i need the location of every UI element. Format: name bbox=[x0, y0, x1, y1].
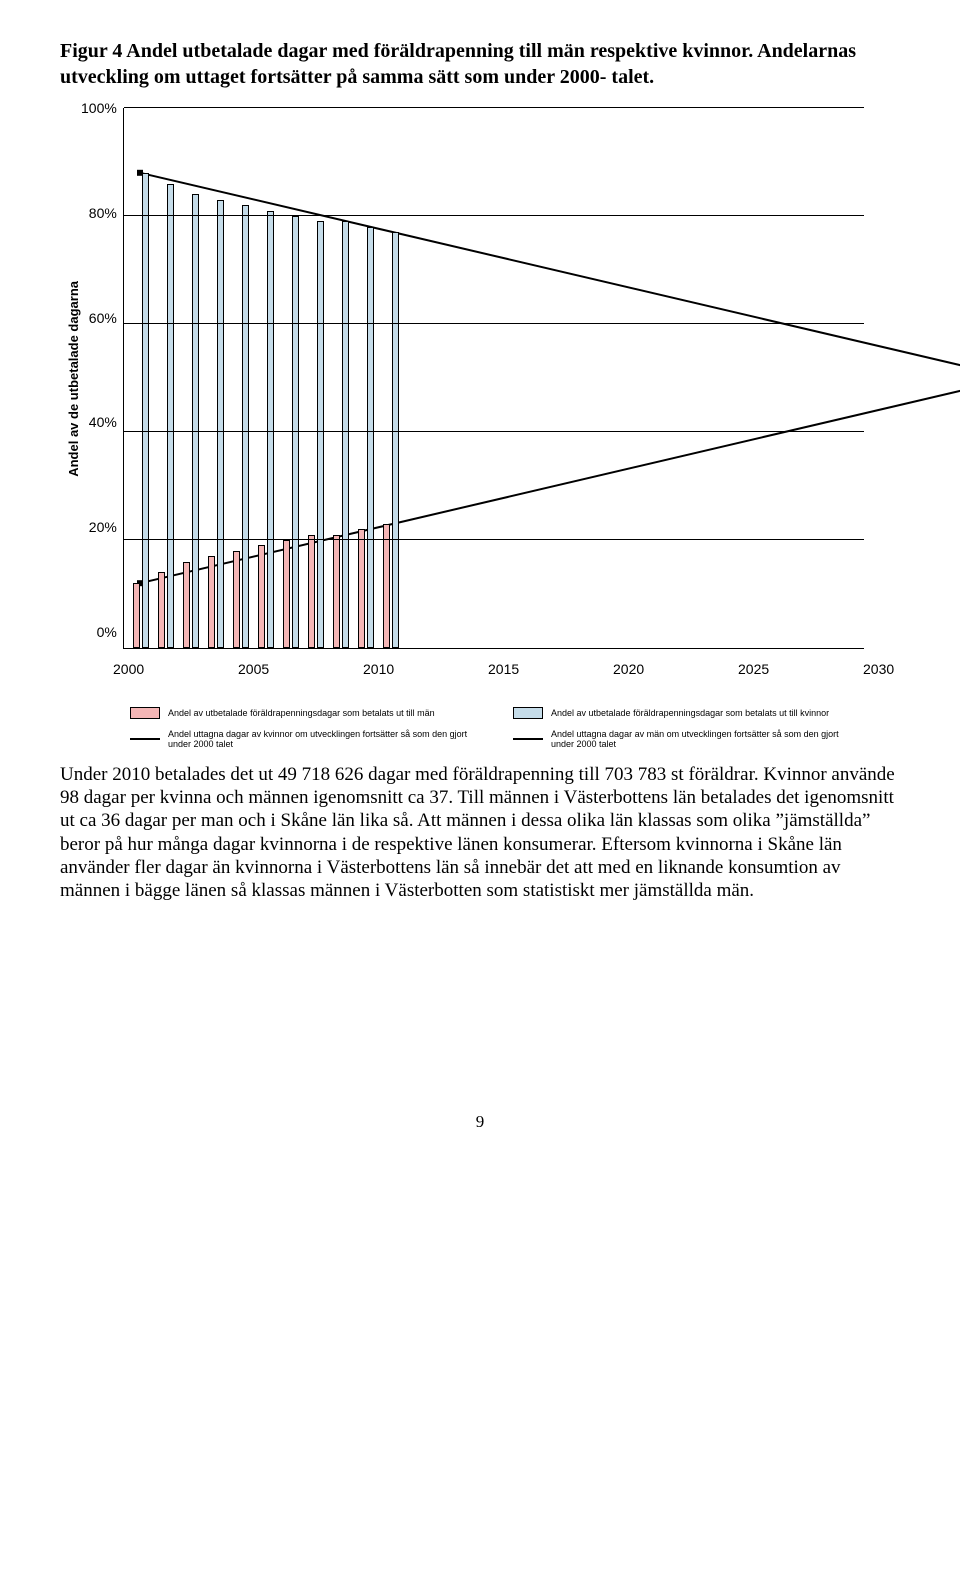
year-group bbox=[258, 211, 274, 648]
year-group bbox=[308, 221, 324, 648]
y-tick: 60% bbox=[81, 310, 117, 326]
legend-item: Andel av utbetalade föräldrapenningsdaga… bbox=[130, 707, 477, 719]
y-tick: 100% bbox=[81, 100, 117, 116]
year-group bbox=[358, 227, 374, 648]
legend-item: Andel uttagna dagar av kvinnor om utveck… bbox=[130, 729, 477, 749]
x-tick: 2000 bbox=[113, 661, 144, 677]
x-tick: 2020 bbox=[613, 661, 644, 677]
gridline bbox=[124, 323, 864, 324]
year-group bbox=[283, 216, 299, 648]
bar-men bbox=[158, 572, 165, 648]
bar-women bbox=[192, 194, 199, 648]
page-number: 9 bbox=[60, 1112, 900, 1132]
x-tick: 2025 bbox=[738, 661, 769, 677]
year-group bbox=[333, 221, 349, 648]
bar-men bbox=[283, 540, 290, 648]
bar-men bbox=[383, 524, 390, 648]
x-tick: 2010 bbox=[363, 661, 394, 677]
year-group bbox=[208, 200, 224, 648]
bar-men bbox=[133, 583, 140, 648]
bar-men bbox=[358, 529, 365, 648]
bar-women bbox=[317, 221, 324, 648]
chart-legend: Andel av utbetalade föräldrapenningsdaga… bbox=[60, 695, 900, 763]
legend-swatch-line bbox=[513, 738, 543, 740]
y-tick: 20% bbox=[81, 519, 117, 535]
y-tick: 40% bbox=[81, 414, 117, 430]
bar-women bbox=[142, 173, 149, 648]
bar-men bbox=[233, 551, 240, 648]
bar-groups bbox=[124, 173, 399, 648]
bar-women bbox=[292, 216, 299, 648]
figure-heading: Figur 4 Andel utbetalade dagar med föräl… bbox=[60, 38, 900, 90]
y-tick: 0% bbox=[81, 624, 117, 640]
legend-swatch-box bbox=[130, 707, 160, 719]
legend-label: Andel uttagna dagar av kvinnor om utveck… bbox=[168, 729, 477, 749]
legend-label: Andel uttagna dagar av män om utveckling… bbox=[551, 729, 860, 749]
plot-area bbox=[123, 108, 864, 649]
legend-swatch-box bbox=[513, 707, 543, 719]
bar-men bbox=[258, 545, 265, 648]
legend-swatch-line bbox=[130, 738, 160, 740]
x-tick: 2030 bbox=[863, 661, 894, 677]
bar-women bbox=[342, 221, 349, 648]
bar-men bbox=[183, 562, 190, 648]
bar-men bbox=[308, 535, 315, 648]
bar-men bbox=[333, 535, 340, 648]
year-group bbox=[158, 184, 174, 648]
y-axis-ticks: 100% 80% 60% 40% 20% 0% bbox=[81, 100, 123, 640]
year-group bbox=[183, 194, 199, 648]
bar-men bbox=[208, 556, 215, 648]
gridline bbox=[124, 539, 864, 540]
y-axis-label: Andel av de utbetalade dagarna bbox=[60, 281, 81, 477]
legend-item: Andel av utbetalade föräldrapenningsdaga… bbox=[513, 707, 860, 719]
gridline bbox=[124, 431, 864, 432]
gridline bbox=[124, 107, 864, 108]
bar-women bbox=[217, 200, 224, 648]
legend-label: Andel av utbetalade föräldrapenningsdaga… bbox=[168, 708, 435, 718]
x-axis-ticks: 20002005201020152020202520302035 bbox=[112, 655, 852, 681]
bar-women bbox=[367, 227, 374, 648]
year-group bbox=[133, 173, 149, 648]
year-group bbox=[383, 232, 399, 648]
x-tick: 2015 bbox=[488, 661, 519, 677]
legend-label: Andel av utbetalade föräldrapenningsdaga… bbox=[551, 708, 829, 718]
body-paragraph: Under 2010 betalades det ut 49 718 626 d… bbox=[60, 763, 900, 902]
year-group bbox=[233, 205, 249, 648]
chart: Andel av de utbetalade dagarna 100%80%60… bbox=[60, 108, 900, 681]
bar-women bbox=[392, 232, 399, 648]
y-tick: 80% bbox=[81, 205, 117, 221]
x-tick: 2005 bbox=[238, 661, 269, 677]
bar-women bbox=[242, 205, 249, 648]
legend-item: Andel uttagna dagar av män om utveckling… bbox=[513, 729, 860, 749]
bar-women bbox=[167, 184, 174, 648]
gridline bbox=[124, 215, 864, 216]
bar-women bbox=[267, 211, 274, 648]
